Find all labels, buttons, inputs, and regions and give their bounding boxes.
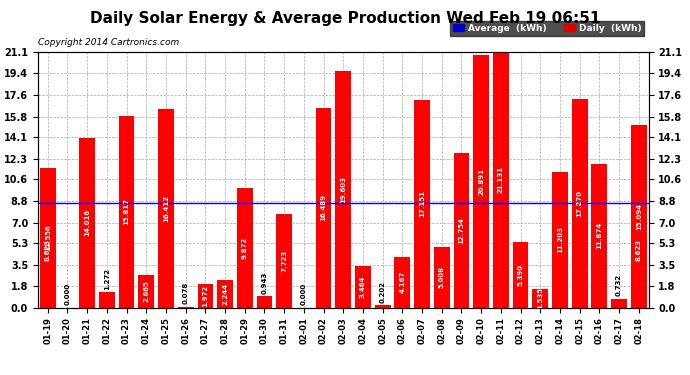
Bar [40, 168, 56, 308]
Bar [591, 164, 607, 308]
Bar [513, 242, 529, 308]
Text: 3.464: 3.464 [360, 275, 366, 298]
Text: Copyright 2014 Cartronics.com: Copyright 2014 Cartronics.com [38, 38, 179, 47]
Bar [237, 188, 253, 308]
Bar [276, 214, 292, 308]
Bar [473, 55, 489, 308]
Bar [197, 284, 213, 308]
Bar [335, 70, 351, 308]
Bar [414, 100, 430, 308]
Text: 8.623: 8.623 [45, 239, 51, 261]
Bar [611, 298, 627, 307]
Text: 21.131: 21.131 [498, 166, 504, 194]
Bar [631, 125, 647, 308]
Text: 16.489: 16.489 [321, 194, 326, 221]
Text: 1.272: 1.272 [104, 268, 110, 290]
Text: 11.874: 11.874 [596, 222, 602, 249]
Text: 9.872: 9.872 [241, 237, 248, 259]
Text: 14.016: 14.016 [84, 209, 90, 236]
Text: 15.094: 15.094 [635, 203, 642, 230]
Bar [453, 153, 469, 308]
Text: 16.412: 16.412 [163, 195, 169, 222]
Text: 7.723: 7.723 [282, 250, 287, 272]
Bar [493, 52, 509, 308]
Text: 12.754: 12.754 [458, 217, 464, 244]
Bar [572, 99, 587, 308]
Text: 0.943: 0.943 [262, 271, 268, 294]
Bar [79, 138, 95, 308]
Bar [178, 306, 194, 308]
Bar [158, 109, 174, 307]
Bar [395, 257, 411, 307]
Text: 20.891: 20.891 [478, 168, 484, 195]
Bar [217, 280, 233, 308]
Text: 5.008: 5.008 [439, 266, 445, 288]
Text: 2.665: 2.665 [144, 280, 149, 302]
Text: 15.817: 15.817 [124, 198, 130, 225]
Bar [355, 266, 371, 308]
Bar [316, 108, 331, 307]
Text: 2.244: 2.244 [222, 283, 228, 305]
Bar [119, 116, 135, 308]
Bar [434, 247, 450, 308]
Text: 0.000: 0.000 [64, 283, 70, 305]
Text: 1.535: 1.535 [538, 287, 543, 309]
Text: 5.390: 5.390 [518, 264, 524, 286]
Text: 1.972: 1.972 [202, 285, 208, 307]
Bar [257, 296, 273, 307]
Bar [552, 172, 568, 308]
Text: 0.732: 0.732 [616, 274, 622, 296]
Text: 0.078: 0.078 [183, 282, 188, 304]
Text: 4.167: 4.167 [400, 271, 405, 294]
Text: 8.623: 8.623 [635, 239, 642, 261]
Text: 0.000: 0.000 [301, 283, 307, 305]
Text: 0.202: 0.202 [380, 280, 386, 303]
Text: 11.556: 11.556 [45, 224, 51, 251]
Bar [99, 292, 115, 308]
Bar [139, 275, 154, 308]
Bar [533, 289, 548, 308]
Text: 17.270: 17.270 [577, 190, 582, 217]
Bar [375, 305, 391, 308]
Text: Daily Solar Energy & Average Production Wed Feb 19 06:51: Daily Solar Energy & Average Production … [90, 11, 600, 26]
Text: 11.203: 11.203 [557, 226, 563, 253]
Text: 17.151: 17.151 [419, 190, 425, 217]
Legend: Average  (kWh), Daily  (kWh): Average (kWh), Daily (kWh) [451, 21, 644, 36]
Text: 19.603: 19.603 [340, 176, 346, 202]
